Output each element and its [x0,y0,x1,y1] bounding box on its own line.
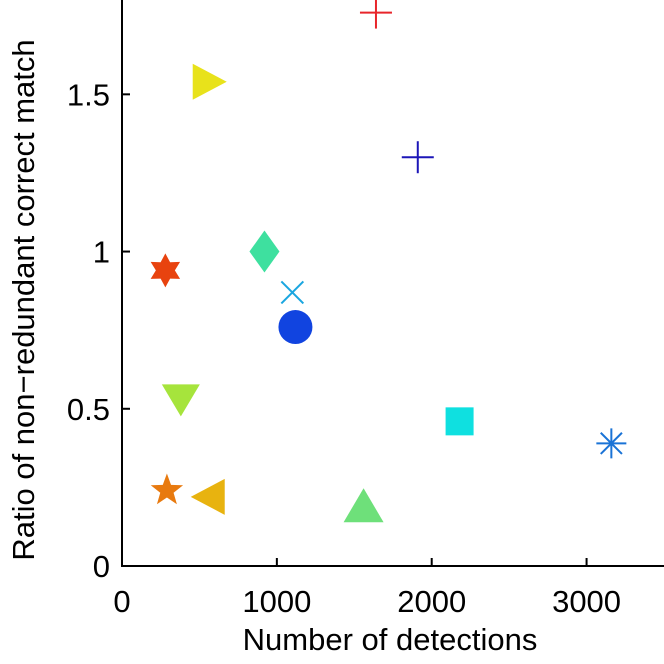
axis-labels: Number of detections Ratio of non−redund… [6,39,537,657]
data-point-triangle-up [343,488,384,523]
x-tick-label: 2000 [397,584,466,619]
data-point-diamond [249,230,280,273]
y-tick-label: 1 [93,235,110,270]
y-axis-label: Ratio of non−redundant correct match [6,39,41,560]
data-point-pentagram [150,473,184,505]
data-point-asterisk [596,428,627,459]
data-point-plus [359,0,392,29]
x-tick-label: 0 [113,584,130,619]
axes: 0 1000 2000 3000 0 0.5 1 1.5 [67,0,664,619]
data-point-circle [278,310,313,345]
data-point-plus [401,141,434,174]
x-tick-label: 3000 [552,584,621,619]
data-point-x [280,280,305,305]
y-tick-label: 0 [93,549,110,584]
x-tick-label: 1000 [242,584,311,619]
y-tick-label: 0.5 [67,392,110,427]
data-point-triangle-left [190,478,225,515]
data-point-hexagram [150,253,181,288]
x-axis-label: Number of detections [243,622,538,657]
data-point-triangle-right [192,63,227,100]
data-point-square [445,407,474,436]
data-point-triangle-down [161,384,200,417]
y-tick-label: 1.5 [67,77,110,112]
data-points [150,0,627,523]
